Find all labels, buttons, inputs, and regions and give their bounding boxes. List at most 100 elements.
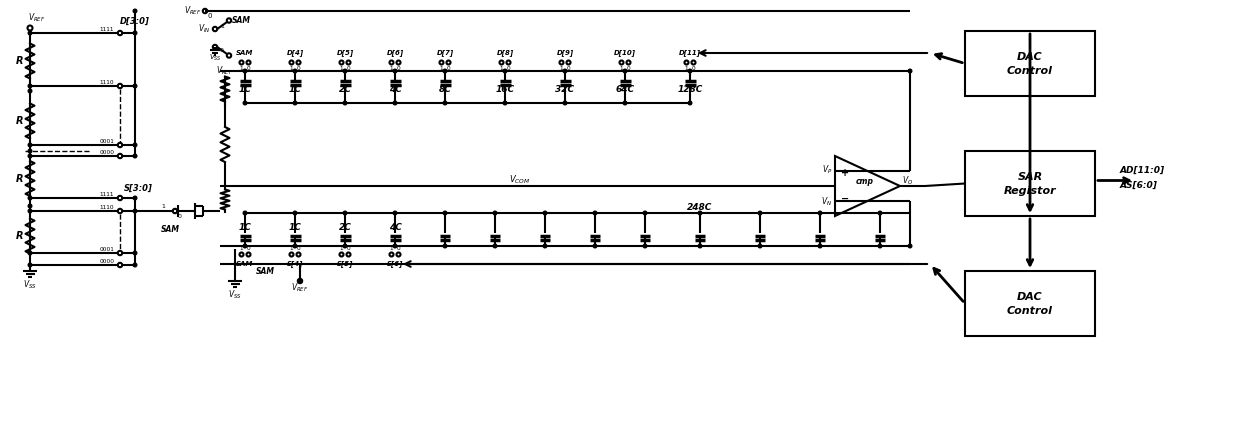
Text: 1: 1	[389, 66, 393, 71]
Circle shape	[908, 69, 911, 73]
Circle shape	[644, 211, 647, 215]
Circle shape	[543, 244, 547, 248]
Text: 1C: 1C	[289, 223, 301, 232]
Text: 248C: 248C	[687, 203, 713, 212]
Circle shape	[133, 143, 136, 147]
Text: SAM: SAM	[255, 266, 274, 276]
Text: AS[6:0]: AS[6:0]	[1120, 181, 1158, 190]
Circle shape	[243, 69, 247, 73]
Circle shape	[818, 244, 822, 248]
Text: 1: 1	[290, 247, 294, 251]
Circle shape	[758, 211, 761, 215]
Circle shape	[133, 209, 136, 213]
Circle shape	[494, 211, 497, 215]
Circle shape	[393, 101, 397, 105]
Circle shape	[624, 69, 626, 73]
Bar	[965, 31, 1095, 96]
Text: 0: 0	[179, 213, 182, 218]
Text: Registor: Registor	[1003, 186, 1056, 195]
Text: cmp: cmp	[856, 177, 874, 187]
Circle shape	[133, 251, 136, 255]
Text: 0: 0	[347, 247, 351, 251]
Circle shape	[878, 244, 882, 248]
Circle shape	[133, 84, 136, 88]
Circle shape	[29, 89, 32, 93]
Circle shape	[443, 244, 446, 248]
Text: 0: 0	[296, 247, 300, 251]
Circle shape	[243, 244, 247, 248]
Circle shape	[343, 244, 347, 248]
Text: 1: 1	[239, 66, 243, 71]
Circle shape	[243, 101, 247, 105]
Circle shape	[133, 9, 136, 13]
Text: $V_{REF}$: $V_{REF}$	[291, 282, 309, 294]
Text: $V_O$: $V_O$	[901, 175, 913, 187]
Text: 0: 0	[247, 247, 250, 251]
Circle shape	[29, 263, 32, 267]
Circle shape	[443, 211, 446, 215]
Text: 0001: 0001	[99, 247, 114, 252]
Circle shape	[343, 101, 347, 105]
Text: 1: 1	[219, 23, 224, 29]
Text: 1: 1	[239, 247, 243, 251]
Text: $V_{SS}$: $V_{SS}$	[208, 53, 222, 63]
Circle shape	[688, 69, 692, 73]
Text: 1: 1	[340, 247, 343, 251]
Text: 1: 1	[161, 203, 165, 209]
Text: 2C: 2C	[339, 86, 351, 94]
Circle shape	[293, 69, 296, 73]
Text: Control: Control	[1007, 306, 1053, 315]
Text: 1110: 1110	[99, 80, 114, 85]
Circle shape	[818, 211, 822, 215]
Text: DAC: DAC	[1017, 292, 1043, 302]
Text: 1C: 1C	[238, 86, 252, 94]
Circle shape	[29, 154, 32, 158]
Text: D[3:0]: D[3:0]	[120, 16, 150, 26]
Circle shape	[593, 211, 596, 215]
Text: D[8]: D[8]	[496, 49, 513, 56]
Circle shape	[133, 196, 136, 200]
Text: $V_{REF}$: $V_{REF}$	[29, 12, 46, 24]
Circle shape	[494, 244, 497, 248]
Bar	[965, 151, 1095, 216]
Text: 4C: 4C	[388, 223, 402, 232]
Text: 1111: 1111	[99, 192, 114, 197]
Circle shape	[758, 244, 761, 248]
Text: DAC: DAC	[1017, 52, 1043, 61]
Text: S[3:0]: S[3:0]	[124, 183, 153, 193]
Text: SAR: SAR	[1017, 172, 1043, 182]
Text: 0: 0	[208, 14, 212, 19]
Text: SAM: SAM	[237, 261, 254, 267]
Text: 64C: 64C	[615, 86, 635, 94]
Text: 1: 1	[290, 66, 294, 71]
Circle shape	[503, 101, 507, 105]
Circle shape	[29, 84, 32, 88]
Circle shape	[908, 244, 911, 248]
Text: 1111: 1111	[99, 27, 114, 32]
Text: 8C: 8C	[439, 86, 451, 94]
Text: 0: 0	[507, 66, 511, 71]
Text: $V_{SS}$: $V_{SS}$	[24, 279, 37, 291]
Circle shape	[133, 263, 136, 267]
Text: 1: 1	[389, 247, 393, 251]
Text: 1: 1	[500, 66, 503, 71]
Text: 0: 0	[247, 66, 250, 71]
Text: D[11]: D[11]	[680, 49, 701, 56]
Text: R: R	[16, 173, 24, 183]
Text: +: +	[841, 168, 849, 178]
Text: 32C: 32C	[556, 86, 574, 94]
Circle shape	[563, 69, 567, 73]
Text: −: −	[841, 194, 849, 204]
Text: D[10]: D[10]	[614, 49, 636, 56]
Text: 1C: 1C	[238, 223, 252, 232]
Circle shape	[133, 154, 136, 158]
Text: 4C: 4C	[388, 86, 402, 94]
Circle shape	[29, 31, 32, 35]
Text: 0000: 0000	[99, 150, 114, 155]
Text: 16C: 16C	[496, 86, 515, 94]
Text: $V_{SS}$: $V_{SS}$	[228, 289, 242, 301]
Text: AD[11:0]: AD[11:0]	[1120, 166, 1166, 175]
Text: D[4]: D[4]	[286, 49, 304, 56]
Text: 0: 0	[296, 66, 300, 71]
Text: 0: 0	[347, 66, 351, 71]
